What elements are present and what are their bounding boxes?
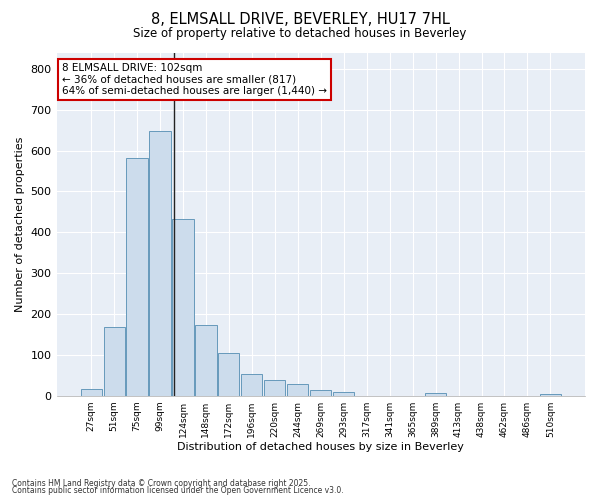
Bar [540, 394, 561, 396]
Bar [264, 380, 286, 396]
Bar [196, 326, 217, 396]
Bar [287, 384, 308, 396]
Text: 8 ELMSALL DRIVE: 102sqm
← 36% of detached houses are smaller (817)
64% of semi-d: 8 ELMSALL DRIVE: 102sqm ← 36% of detache… [62, 63, 327, 96]
Bar [218, 353, 239, 396]
Bar [104, 327, 125, 396]
Bar [172, 219, 194, 396]
Y-axis label: Number of detached properties: Number of detached properties [15, 136, 25, 312]
Bar [310, 390, 331, 396]
Text: Size of property relative to detached houses in Beverley: Size of property relative to detached ho… [133, 28, 467, 40]
Bar [333, 392, 354, 396]
Bar [425, 394, 446, 396]
Text: Contains HM Land Registry data © Crown copyright and database right 2025.: Contains HM Land Registry data © Crown c… [12, 478, 311, 488]
Bar [149, 131, 170, 396]
Bar [241, 374, 262, 396]
Text: Contains public sector information licensed under the Open Government Licence v3: Contains public sector information licen… [12, 486, 344, 495]
Text: 8, ELMSALL DRIVE, BEVERLEY, HU17 7HL: 8, ELMSALL DRIVE, BEVERLEY, HU17 7HL [151, 12, 449, 28]
Bar [80, 389, 101, 396]
X-axis label: Distribution of detached houses by size in Beverley: Distribution of detached houses by size … [178, 442, 464, 452]
Bar [127, 158, 148, 396]
